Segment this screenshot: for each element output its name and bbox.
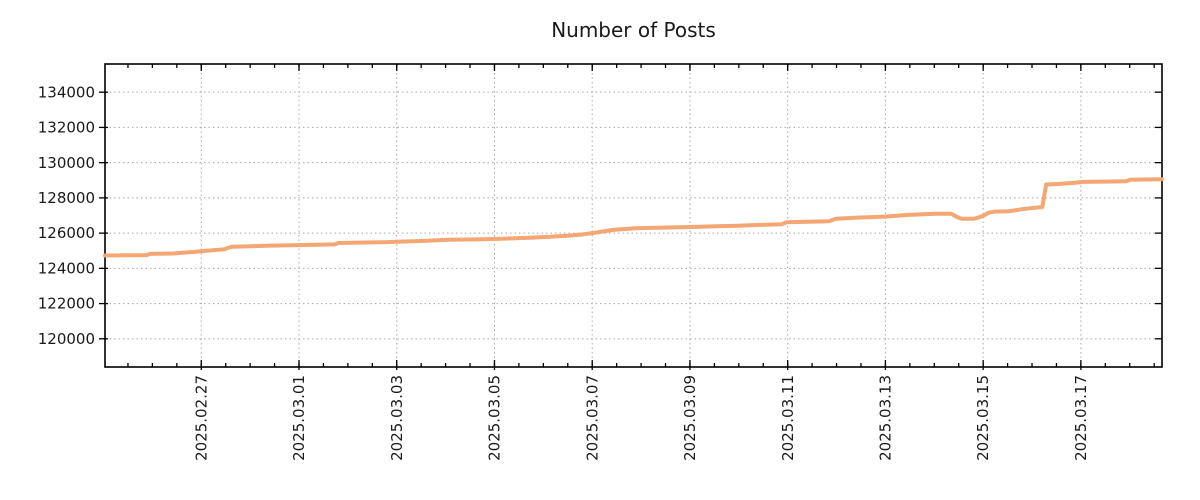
y-tick-label: 124000 <box>38 259 95 277</box>
x-tick-label: 2025.03.15 <box>974 375 992 461</box>
x-tick-label: 2025.03.07 <box>583 375 601 461</box>
y-tick-label: 132000 <box>38 119 95 137</box>
y-tick-label: 122000 <box>38 295 95 313</box>
x-tick-label: 2025.03.09 <box>681 375 699 461</box>
x-tick-label: 2025.02.27 <box>192 375 210 461</box>
x-tick-label: 2025.03.13 <box>877 375 895 461</box>
x-tick-label: 2025.03.01 <box>290 375 308 461</box>
y-tick-label: 120000 <box>38 330 95 348</box>
series-line <box>103 177 1164 258</box>
x-tick-label: 2025.03.03 <box>388 375 406 461</box>
chart-title: Number of Posts <box>551 18 716 42</box>
x-tick-label: 2025.03.11 <box>779 375 797 461</box>
y-tick-label: 130000 <box>38 154 95 172</box>
plot-border <box>104 63 1163 368</box>
x-tick-label: 2025.03.05 <box>486 375 504 461</box>
y-tick-label: 134000 <box>38 83 95 101</box>
y-tick-label: 126000 <box>38 224 95 242</box>
x-tick-label: 2025.03.17 <box>1072 375 1090 461</box>
y-tick-label: 128000 <box>38 189 95 207</box>
